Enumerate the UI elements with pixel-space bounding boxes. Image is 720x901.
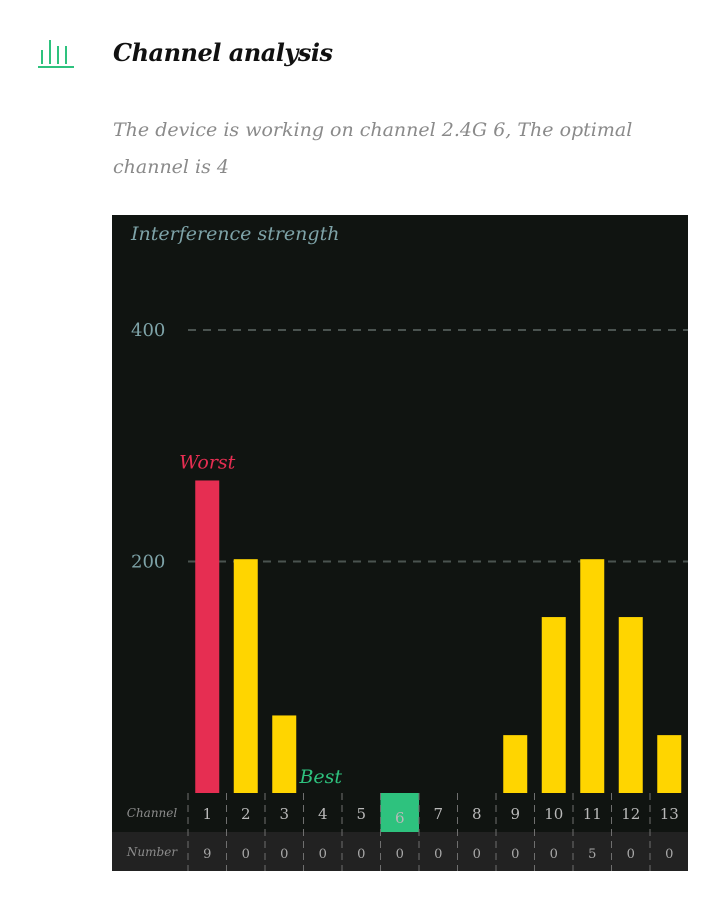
current-channel-highlight xyxy=(380,793,419,832)
number-label: 0 xyxy=(550,847,558,862)
channel-label: 13 xyxy=(660,805,679,823)
best-label: Best xyxy=(298,766,342,788)
y-tick-label: 400 xyxy=(131,320,165,341)
page-title: Channel analysis xyxy=(113,38,333,67)
channel-description: The device is working on channel 2.4G 6,… xyxy=(113,119,633,178)
bar-channel-11 xyxy=(580,559,605,793)
y-axis-label: Interference strength xyxy=(130,223,339,245)
number-label: 0 xyxy=(434,847,442,862)
bar-chart-icon xyxy=(38,40,74,68)
number-row-label: Number xyxy=(126,845,178,859)
bar-channel-2 xyxy=(233,559,258,793)
channel-label: 7 xyxy=(433,805,443,823)
number-label: 9 xyxy=(203,847,211,862)
channel-label: 8 xyxy=(472,805,482,823)
channel-label: 3 xyxy=(279,805,289,823)
channel-label: 5 xyxy=(356,805,366,823)
y-tick-label: 200 xyxy=(131,552,165,573)
number-label: 0 xyxy=(473,847,481,862)
channel-label: 4 xyxy=(318,805,328,823)
number-label: 0 xyxy=(665,847,673,862)
number-label: 5 xyxy=(588,847,596,862)
number-label: 0 xyxy=(319,847,327,862)
channel-label: 12 xyxy=(621,805,640,823)
channel-label: 6 xyxy=(395,809,405,827)
number-label: 0 xyxy=(357,847,365,862)
number-row-background xyxy=(112,832,688,871)
worst-label: Worst xyxy=(179,451,236,473)
channel-label: 2 xyxy=(241,805,251,823)
channel-label: 10 xyxy=(544,805,563,823)
number-label: 0 xyxy=(627,847,635,862)
number-label: 0 xyxy=(396,847,404,862)
chart-canvas: Interference strength 200400WorstBestCha… xyxy=(112,223,688,871)
channel-label: 11 xyxy=(583,805,602,823)
bar-channel-10 xyxy=(541,617,566,793)
bar-channel-13 xyxy=(657,735,682,793)
channel-label: 1 xyxy=(202,805,212,823)
bar-channel-3 xyxy=(272,715,297,793)
bar-channel-9 xyxy=(503,735,528,793)
bar-channel-12 xyxy=(618,617,643,793)
bar-channel-1 xyxy=(195,480,220,793)
channel-row-label: Channel xyxy=(127,806,178,820)
interference-chart: Interference strength 200 400 Worst Best Cha… xyxy=(112,215,688,871)
number-label: 0 xyxy=(511,847,519,862)
channel-label: 9 xyxy=(510,805,520,823)
number-label: 0 xyxy=(280,847,288,862)
number-label: 0 xyxy=(242,847,250,862)
